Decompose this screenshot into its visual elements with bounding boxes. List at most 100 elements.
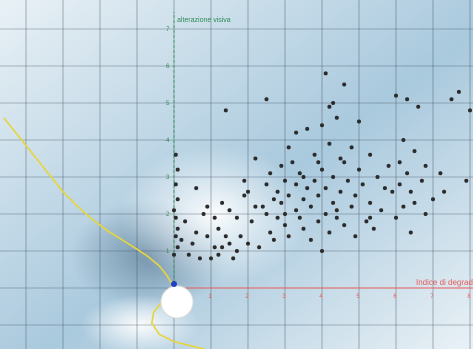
data-point [223,234,228,239]
data-point [327,104,332,109]
y-tick-label: 4 [166,138,170,144]
data-point [342,82,347,87]
data-point [283,212,287,216]
x-tick-label: 4 [319,294,323,300]
data-point [331,200,336,205]
data-point [172,252,176,257]
data-point [364,219,369,224]
data-point [264,97,269,102]
data-point [297,171,302,176]
data-point [283,178,287,183]
data-point [308,237,313,242]
data-point [423,212,428,216]
origin-marker[interactable] [171,281,177,287]
data-point [442,189,447,194]
data-point [334,208,339,213]
data-point [312,152,317,157]
data-point [397,160,402,165]
data-point [297,215,302,220]
y-tick-label: 2 [166,212,170,218]
data-point [246,241,250,246]
data-point [205,234,210,239]
data-point [357,119,361,124]
data-point [320,249,324,253]
data-point [294,208,299,213]
data-point [186,252,191,257]
data-point [360,182,365,187]
data-point [438,171,443,176]
data-point [468,108,472,113]
data-point [271,237,276,242]
data-point [320,167,324,172]
data-point [301,197,306,202]
data-point [238,234,243,239]
data-point [279,200,284,205]
data-point [175,226,180,231]
data-point [268,230,273,235]
data-point [286,193,291,198]
data-point [464,178,469,183]
data-point [316,219,321,224]
y-tick-label: 3 [166,175,170,181]
data-point [308,204,313,209]
data-point [323,212,328,216]
data-point [271,197,276,202]
data-point [345,178,350,183]
data-point [305,126,310,131]
data-point [449,97,454,102]
data-point [268,171,273,176]
x-tick-label: 5 [356,294,360,300]
data-point [286,234,291,239]
data-point [371,226,376,231]
data-point [412,149,417,154]
data-point [190,241,195,246]
data-point [368,215,373,220]
data-point [264,212,269,216]
y-tick-label: 7 [166,27,170,33]
y-tick-labels: 1 2 3 4 5 6 7 [166,27,170,255]
data-point [423,163,428,168]
data-point [242,178,247,183]
data-point [175,167,180,172]
data-point [342,223,347,228]
data-point [316,160,321,165]
data-point [353,234,358,239]
x-tick-label: 2 [245,294,249,300]
data-point [390,189,395,194]
data-point [249,219,254,224]
data-point [327,230,332,235]
data-point [379,208,384,213]
data-point [312,178,317,183]
data-point [275,189,280,194]
data-point [368,152,373,157]
y-axis-label: alterazione visiva [177,17,231,24]
data-point [334,215,339,220]
data-point [323,186,328,191]
data-point [220,245,225,250]
data-point [301,175,306,179]
x-tick-label: 8 [467,294,471,300]
data-point [194,186,199,191]
data-point [294,182,299,187]
data-point [253,156,258,161]
data-point [331,175,336,179]
data-point [216,226,221,231]
data-point [301,226,306,231]
data-point [331,101,336,105]
data-point [264,182,269,187]
data-point [349,204,354,209]
light-glow [120,145,310,285]
y-tick-label: 1 [166,249,170,255]
data-point [401,204,406,209]
data-point [175,197,180,202]
data-point [401,138,406,142]
x-axis-label: Indice di degrado [416,278,473,287]
data-point [279,163,284,168]
data-point [320,123,324,128]
light-bulb-marker[interactable] [160,285,194,319]
data-point [394,215,398,220]
data-point [394,93,398,98]
data-point [357,167,361,172]
data-point [290,160,295,165]
y-tick-label: 6 [166,64,170,70]
